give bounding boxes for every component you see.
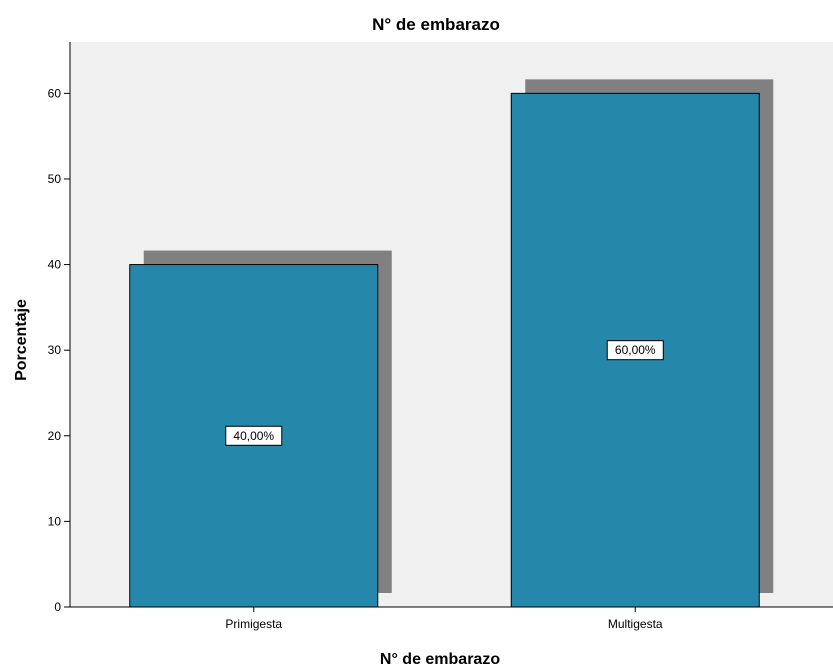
data-label-box	[606, 340, 664, 361]
data-label: 60,00%	[615, 343, 656, 357]
data-label: 40,00%	[233, 429, 274, 443]
y-tick-label: 10	[48, 514, 62, 528]
y-axis-title: Porcentaje	[13, 299, 30, 381]
x-axis-title: N° de embarazo	[380, 651, 500, 668]
bars-layer: 40,00% 60,00%	[129, 79, 774, 608]
y-tick-label: 60	[48, 86, 62, 100]
chart-title: N° de embarazo	[372, 15, 500, 34]
x-tick-label: Multigesta	[608, 617, 663, 631]
data-label-box	[225, 425, 283, 446]
y-tick-label: 40	[48, 258, 62, 272]
x-tick-label: Primigesta	[225, 617, 282, 631]
y-tick-label: 50	[48, 172, 62, 186]
y-tick-label: 0	[54, 600, 61, 614]
y-tick-label: 30	[48, 343, 62, 357]
y-tick-label: 20	[48, 429, 62, 443]
axes-layer: Primigesta Multigesta 0 10 20 30 40 50 60	[48, 42, 833, 631]
